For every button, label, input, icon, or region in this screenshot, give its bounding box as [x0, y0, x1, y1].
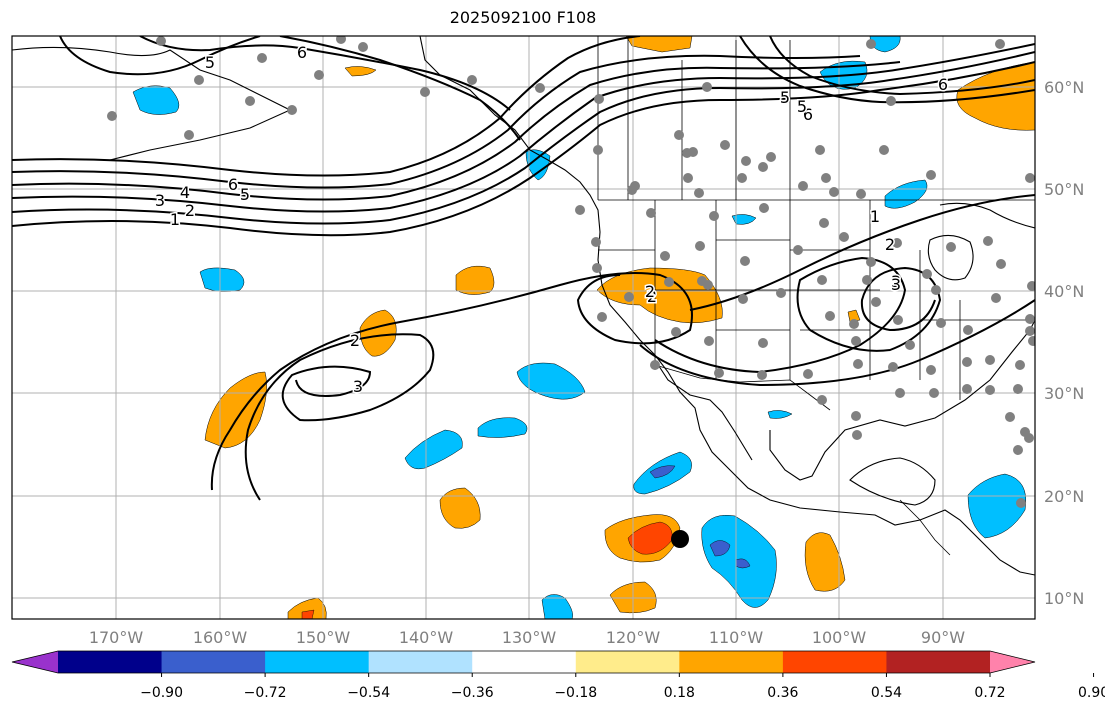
colorbar-tick-label: 0.90 — [1078, 685, 1105, 701]
contour-label: 3 — [353, 377, 363, 396]
colorbar-extend-max — [990, 651, 1035, 673]
contour-label: 3 — [891, 275, 901, 294]
longitude-label: 90°W — [921, 628, 965, 647]
contour-label: 1 — [170, 210, 180, 229]
colorbar-outline — [11, 650, 1036, 674]
station-markers — [107, 36, 1035, 508]
longitude-label: 160°W — [193, 628, 248, 647]
negative-anomaly-regions — [132, 36, 1027, 619]
colorbar-segment — [782, 651, 887, 673]
contour-label: 4 — [180, 183, 190, 202]
longitude-label: 140°W — [399, 628, 454, 647]
latitude-label: 50°N — [1044, 180, 1084, 199]
contour-label: 6 — [803, 105, 813, 124]
longitude-label: 110°W — [709, 628, 764, 647]
longitude-label: 120°W — [606, 628, 661, 647]
strong-positive-cores — [301, 521, 673, 619]
contour-label: 6 — [938, 75, 948, 94]
colorbar-tick-label: −0.18 — [554, 685, 597, 701]
contour-label: 2 — [350, 331, 360, 350]
colorbar-tick-label: 0.18 — [664, 685, 695, 701]
colorbar-extend-min — [12, 651, 58, 673]
colorbar-segment — [886, 651, 991, 673]
latitude-label: 10°N — [1044, 589, 1084, 608]
colorbar-tick-label: 0.72 — [974, 685, 1005, 701]
contour-label: 2 — [647, 287, 657, 306]
map-border — [11, 35, 1036, 620]
colorbar: −0.90 −0.72 −0.54 −0.36 −0.18 0.18 0.36 0.54 0.7… — [11, 650, 1105, 701]
longitude-label: 170°W — [89, 628, 144, 647]
contour-label: 2 — [885, 235, 895, 254]
colorbar-segment — [472, 651, 577, 673]
colorbar-segment — [368, 651, 473, 673]
contour-label: 5 — [780, 88, 790, 107]
latitude-label: 40°N — [1044, 282, 1084, 301]
contour-label: 6 — [297, 43, 307, 62]
colorbar-segment — [58, 651, 163, 673]
highlight-point-marker — [671, 530, 689, 548]
latitude-labels: 60°N 50°N 40°N 30°N 20°N 10°N — [1044, 78, 1084, 608]
coastlines — [12, 36, 1035, 576]
contour-label: 2 — [185, 201, 195, 220]
contour-label: 5 — [205, 53, 215, 72]
colorbar-tick-label: −0.54 — [347, 685, 390, 701]
contour-label: 1 — [870, 207, 880, 226]
contour-label: 2 — [645, 282, 655, 301]
colorbar-tick-label: −0.72 — [244, 685, 287, 701]
map-title: 2025092100 F108 — [449, 8, 597, 27]
longitude-labels: 170°W 160°W 150°W 140°W 130°W 120°W 110°W 100°W… — [89, 628, 965, 647]
contour-label: 3 — [891, 272, 901, 291]
contour-label: 3 — [155, 191, 165, 210]
contour-label: 5 — [240, 185, 250, 204]
colorbar-tick-label: −0.36 — [451, 685, 494, 701]
latitude-label: 30°N — [1044, 384, 1084, 403]
longitude-label: 130°W — [502, 628, 557, 647]
colorbar-segment — [679, 651, 784, 673]
latitude-label: 20°N — [1044, 487, 1084, 506]
colorbar-tick-label: 0.54 — [871, 685, 902, 701]
colorbar-segment — [265, 651, 370, 673]
colorbar-segment — [575, 651, 680, 673]
strong-negative-cores — [649, 465, 751, 569]
longitude-label: 100°W — [812, 628, 867, 647]
longitude-label: 150°W — [296, 628, 351, 647]
contour-label: 5 — [797, 97, 807, 116]
colorbar-tick-label: 0.36 — [767, 685, 798, 701]
latitude-label: 60°N — [1044, 78, 1084, 97]
colorbar-tick-label: −0.90 — [140, 685, 183, 701]
contour-label: 6 — [228, 175, 238, 194]
colorbar-segment — [161, 651, 266, 673]
